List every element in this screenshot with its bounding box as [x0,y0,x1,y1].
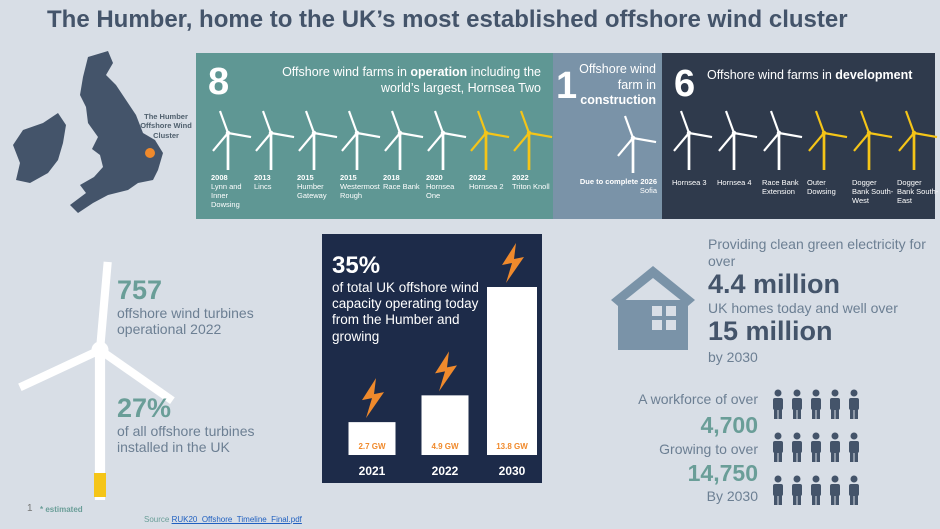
person-icon [849,389,859,419]
map-label: The Humber Offshore Wind Cluster [140,112,192,140]
workforce-by: By 2030 [706,488,758,504]
turbines-count: 757 [117,275,163,305]
farm-label: 2022 Hornsea 2 [469,173,504,191]
source-link[interactable]: RUK20_Offshore_Timeline_Final.pdf [171,515,302,524]
turbine-icon [718,110,758,170]
operation-count: 8 [208,61,230,103]
bar-value-label: 2.7 GW [358,442,386,451]
development-panel: 6 Offshore wind farms in development Hor… [662,53,938,219]
turbines-pct: 27% [117,393,172,423]
workforce-mid: Growing to over [659,441,758,457]
turbines-text: offshore wind turbines operational 2022 [117,305,254,338]
turbine-icon [617,115,657,173]
farm-label: Hornsea 3 [672,178,707,187]
turbine-icon [898,110,938,170]
turbine-icon [763,110,803,170]
homes-intro: Providing clean green electricity for ov… [708,236,926,269]
bar-category-label: 2022 [432,464,459,478]
person-icon [792,475,802,505]
person-icon [849,475,859,505]
turbine-icon [427,110,467,170]
uk-map-icon [13,51,163,213]
workforce-intro: A workforce of over [638,391,758,407]
turbine-icon [212,110,252,170]
turbine-icon [617,115,657,173]
bar-category-label: 2021 [359,464,386,478]
construction-panel: 1 Offshore wind farm in construction Due … [553,53,662,219]
person-icon [830,389,840,419]
workforce-2030: 14,750 [687,460,758,486]
person-icon [811,432,821,462]
bar-value-label: 13.8 GW [496,442,528,451]
estimated-note: * estimated [40,505,83,514]
turbine-base [94,473,106,497]
homes-by: by 2030 [708,349,758,365]
bar-2021 [348,422,396,455]
homes-today: 4.4 million [708,269,841,299]
farm-label: 2018 Race Bank [383,173,420,191]
person-icon [773,432,783,462]
source: Source RUK20_Offshore_Timeline_Final.pdf [144,515,302,524]
turbine-icon [513,110,553,170]
turbines-pct-text: of all offshore turbines installed in th… [117,423,255,456]
person-icon [792,389,802,419]
person-icon [830,432,840,462]
page-number: 1 [27,503,33,514]
construction-count: 1 [556,65,578,107]
farm-label: Outer Dowsing [807,178,836,196]
construction-farm: Sofia [639,186,657,195]
capacity-pct: 35% [332,252,381,279]
turbine-icon [808,110,848,170]
person-icon [830,475,840,505]
farm-label: 2022 Triton Knoll [512,173,550,191]
person-icon [811,389,821,419]
operation-text: Offshore wind farms in operation includi… [282,65,541,95]
farm-label: 2015 Westermost Rough [340,173,380,200]
turbine-icon [298,110,338,170]
farm-label: 2013 Lincs [254,173,272,191]
large-turbine-icon [18,261,175,500]
turbine-icon [341,110,381,170]
turbine-icon [384,110,424,170]
lightning-icon [435,351,457,392]
construction-due: Due to complete 2026 [579,177,657,186]
development-count: 6 [674,63,696,105]
farm-label: Race Bank Extension [762,178,799,196]
workforce-today: 4,700 [700,412,758,438]
humber-marker [145,148,155,158]
farm-label: 2015 Humber Gateway [297,173,327,200]
house-icon [611,266,695,350]
turbine-icon [255,110,295,170]
turbine-icon [853,110,893,170]
bar-category-label: 2030 [499,464,526,478]
person-icon [792,432,802,462]
homes-mid: UK homes today and well over [708,300,898,316]
capacity-chart: 35% of total UK offshore wind capacity o… [322,234,542,483]
farm-label: Dogger Bank South-East [897,178,939,205]
bar-2030 [487,287,537,455]
development-text: Offshore wind farms in development [707,68,913,82]
farm-label: Hornsea 4 [717,178,752,187]
turbine-icon [18,261,175,500]
turbine-icon [673,110,713,170]
capacity-text: of total UK offshore wind capacity opera… [332,280,479,344]
construction-text: Offshore wind farm in construction [579,62,656,108]
page-title: The Humber, home to the UK’s most establ… [47,6,848,33]
person-icon [849,432,859,462]
homes-2030: 15 million [708,316,833,346]
farm-label: 2020 Hornsea One [426,173,455,200]
turbine-icon [470,110,510,170]
bar-2022 [421,395,469,455]
people-icons [773,389,859,505]
lightning-icon [362,378,384,419]
bar-value-label: 4.9 GW [431,442,459,451]
operation-panel: 8 Offshore wind farms in operation inclu… [196,53,553,219]
person-icon [773,389,783,419]
person-icon [811,475,821,505]
lightning-icon [502,243,524,283]
farm-label: Dogger Bank South-West [852,178,894,205]
person-icon [773,475,783,505]
farm-label: 2008 Lynn and Inner Dowsing [211,173,242,209]
